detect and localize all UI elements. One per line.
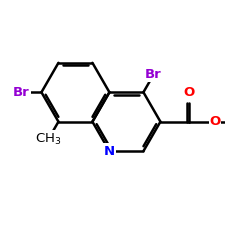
Text: O: O <box>184 86 195 99</box>
Text: Br: Br <box>145 68 162 81</box>
Text: N: N <box>104 145 115 158</box>
Text: Br: Br <box>13 86 30 99</box>
Text: O: O <box>209 115 220 128</box>
Text: CH$_3$: CH$_3$ <box>35 132 62 147</box>
